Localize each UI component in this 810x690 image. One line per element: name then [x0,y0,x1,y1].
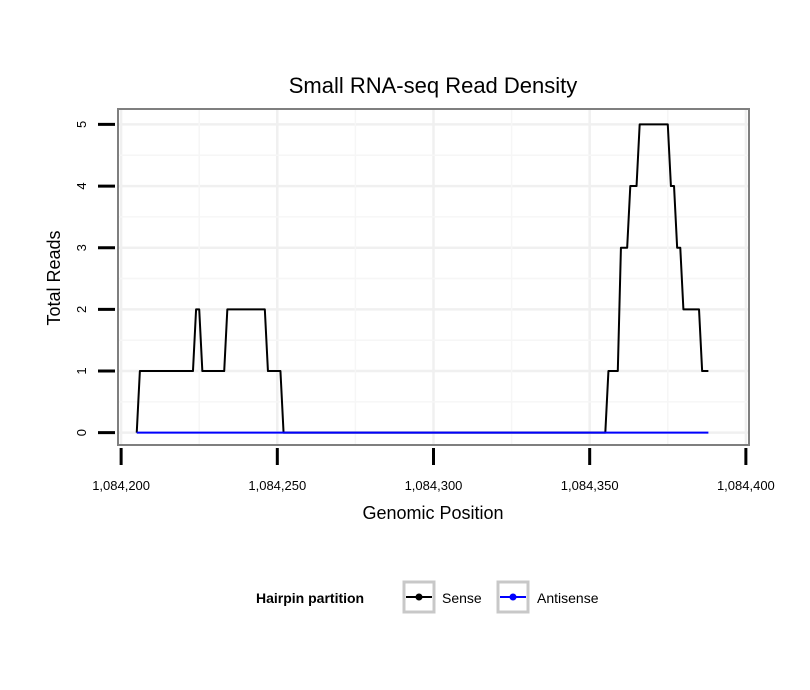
y-tick-label: 1 [74,367,89,374]
legend-title: Hairpin partition [256,590,364,606]
chart-title: Small RNA-seq Read Density [289,73,578,98]
y-axis-title: Total Reads [44,230,64,325]
y-tick-label: 5 [74,121,89,128]
x-axis: 1,084,200 1,084,250 1,084,300 1,084,350 1,08… [92,448,775,493]
gridlines [118,109,749,445]
legend-item-sense: Sense [402,580,482,614]
y-tick-label: 0 [74,429,89,436]
y-axis: 0 1 2 3 4 5 [74,121,115,436]
series-group [135,123,709,434]
x-tick-label: 1,084,350 [561,478,619,493]
x-axis-title: Genomic Position [362,503,503,523]
x-tick-label: 1,084,250 [248,478,306,493]
plot-panel-border [117,108,750,446]
legend-label-antisense: Antisense [537,590,599,606]
legend-point-sense [415,593,423,601]
x-tick-label: 1,084,200 [92,478,150,493]
x-tick-label: 1,084,400 [717,478,775,493]
x-tick-label: 1,084,300 [405,478,463,493]
series-line-sense [135,123,709,434]
legend-item-antisense: Antisense [496,580,599,614]
y-tick-label: 2 [74,306,89,313]
legend-label-sense: Sense [442,590,482,606]
legend: Hairpin partition Sense Antisense [256,580,599,614]
legend-point-antisense [509,593,517,601]
y-tick-label: 3 [74,244,89,251]
y-tick-label: 4 [74,182,89,189]
